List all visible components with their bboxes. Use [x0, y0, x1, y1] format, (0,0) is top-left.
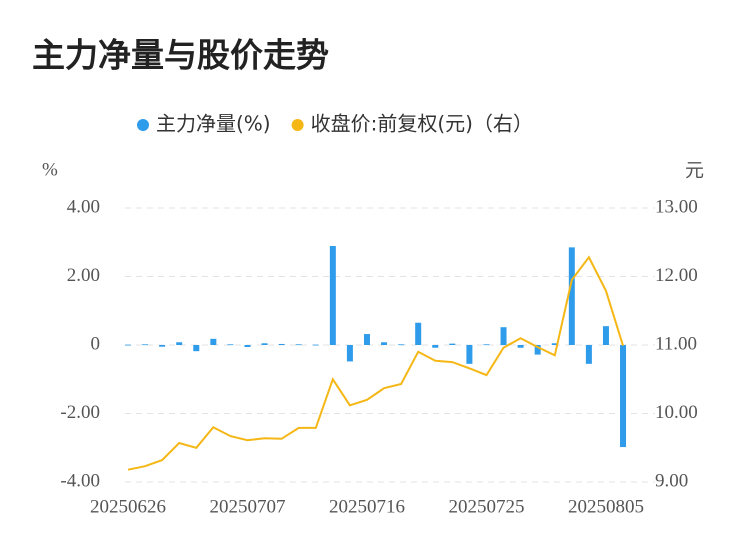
legend-marker: [137, 119, 149, 131]
bar: [363, 334, 370, 345]
bar: [415, 322, 422, 345]
y2-tick-label: 13.00: [655, 196, 698, 217]
bar: [312, 344, 319, 346]
y2-tick-label: 11.00: [655, 333, 697, 354]
bar: [346, 345, 353, 362]
x-tick-label: 20250805: [568, 496, 644, 517]
x-tick-label: 20250716: [329, 496, 405, 517]
bar: [568, 247, 575, 345]
bar: [227, 344, 234, 346]
bar: [159, 345, 166, 347]
bar: [261, 343, 268, 345]
bar: [210, 338, 217, 345]
bar: [295, 344, 302, 346]
x-tick-label: 20250707: [209, 496, 285, 517]
y2-tick-label: 9.00: [655, 470, 688, 491]
legend-label: 主力净量(%): [156, 112, 271, 136]
bar: [176, 342, 183, 345]
y2-tick-label: 10.00: [655, 402, 698, 423]
y-tick-label: 4.00: [67, 196, 100, 217]
y2-axis-label: 元: [685, 160, 704, 182]
bar: [466, 345, 473, 364]
bar: [602, 326, 609, 345]
y-axis-label: %: [42, 159, 58, 180]
chart-title: 主力净量与股价走势: [32, 36, 329, 75]
bar: [551, 343, 558, 345]
bar: [517, 345, 524, 348]
bar: [620, 345, 627, 448]
bar: [278, 343, 285, 345]
bar: [244, 345, 251, 348]
bar: [381, 342, 388, 345]
bar: [449, 343, 456, 345]
bar: [329, 246, 336, 345]
legend-marker: [291, 119, 304, 131]
y-tick-label: 0: [91, 333, 101, 354]
bar: [142, 344, 149, 346]
x-tick-label: 20250725: [448, 496, 524, 517]
bar: [125, 344, 131, 346]
bar: [432, 345, 439, 348]
y2-tick-label: 12.00: [655, 265, 698, 286]
x-tick-label: 20250626: [90, 496, 166, 517]
y-tick-label: -2.00: [60, 402, 100, 423]
bar: [483, 344, 490, 346]
bar: [500, 327, 507, 345]
bar: [585, 345, 592, 364]
legend-label: 收盘价:前复权(元)（右）: [311, 112, 533, 136]
price-line: [127, 255, 624, 471]
bar: [534, 345, 541, 355]
bar: [193, 345, 200, 352]
bar: [398, 344, 405, 346]
y-tick-label: 2.00: [67, 265, 100, 286]
y-tick-label: -4.00: [60, 470, 100, 491]
